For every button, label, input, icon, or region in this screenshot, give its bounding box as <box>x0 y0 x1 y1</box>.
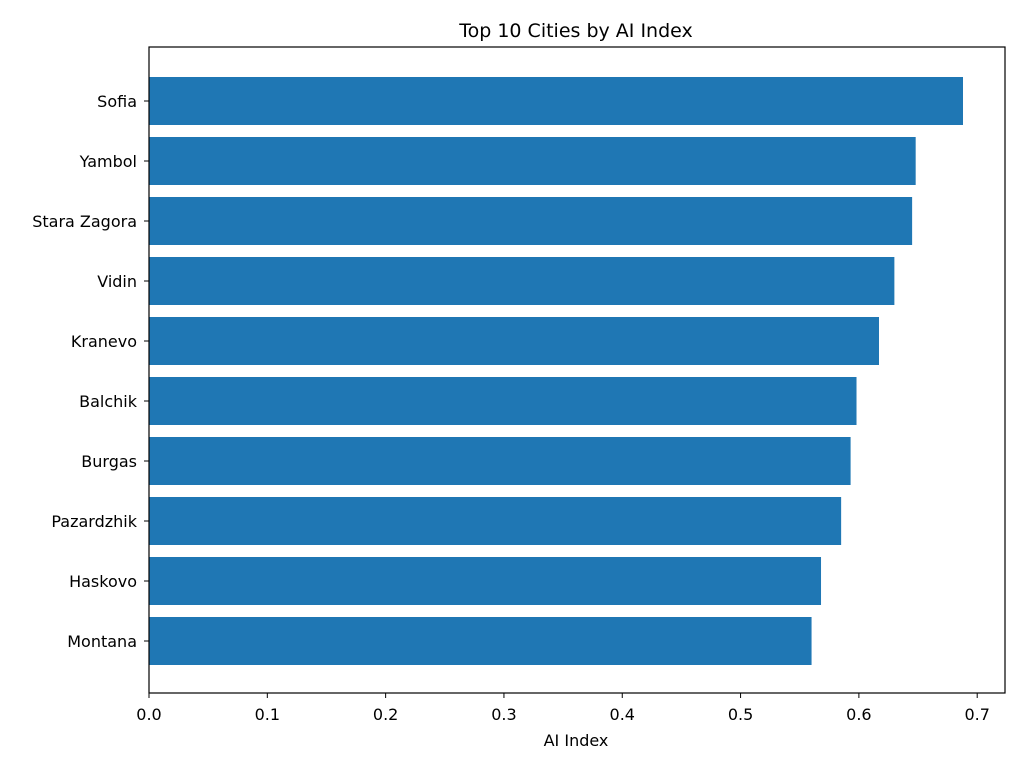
bar-sofia <box>149 77 963 125</box>
x-axis-label: AI Index <box>544 731 609 750</box>
x-tick-label: 0.4 <box>610 705 635 724</box>
y-tick-label: Kranevo <box>71 332 137 351</box>
x-tick-label: 0.1 <box>255 705 280 724</box>
plot-frame <box>148 46 1006 694</box>
y-tick-label: Montana <box>67 632 137 651</box>
bars-layer <box>149 77 963 665</box>
bar-montana <box>149 617 812 665</box>
bar-yambol <box>149 137 916 185</box>
y-tick-label: Yambol <box>79 152 137 171</box>
x-tick-label: 0.3 <box>491 705 516 724</box>
x-tick-label: 0.7 <box>964 705 989 724</box>
bar-vidin <box>149 257 895 305</box>
chart-title: Top 10 Cities by AI Index <box>458 20 693 42</box>
y-tick-label: Burgas <box>81 452 137 471</box>
y-tick-label: Sofia <box>97 92 137 111</box>
y-tick-label: Stara Zagora <box>32 212 137 231</box>
bar-stara-zagora <box>149 197 913 245</box>
y-tick-label: Balchik <box>79 392 138 411</box>
bar-pazardzhik <box>149 497 842 545</box>
x-axis: 0.0 0.1 0.2 0.3 0.4 0.5 0.6 0.7 <box>136 693 990 724</box>
x-tick-label: 0.0 <box>136 705 161 724</box>
y-tick-label: Haskovo <box>69 572 137 591</box>
y-tick-label: Pazardzhik <box>51 512 137 531</box>
bar-burgas <box>149 437 851 485</box>
y-tick-label: Vidin <box>97 272 137 291</box>
x-tick-label: 0.5 <box>728 705 753 724</box>
x-tick-label: 0.6 <box>846 705 871 724</box>
bar-balchik <box>149 377 857 425</box>
y-axis: Sofia Yambol Stara Zagora Vidin Kranevo Balch… <box>32 92 149 651</box>
bar-kranevo <box>149 317 879 365</box>
x-tick-label: 0.2 <box>373 705 398 724</box>
bar-haskovo <box>149 557 822 605</box>
